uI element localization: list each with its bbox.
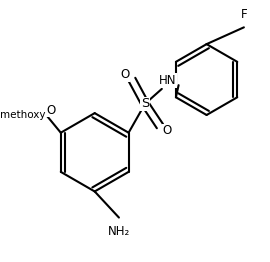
Text: S: S <box>141 97 149 110</box>
Text: O: O <box>120 68 129 81</box>
Text: O: O <box>46 104 56 117</box>
Text: NH₂: NH₂ <box>108 225 130 238</box>
Text: HN: HN <box>159 74 176 87</box>
Text: O: O <box>163 124 172 137</box>
Text: methoxy: methoxy <box>0 110 46 120</box>
Text: F: F <box>241 8 247 21</box>
